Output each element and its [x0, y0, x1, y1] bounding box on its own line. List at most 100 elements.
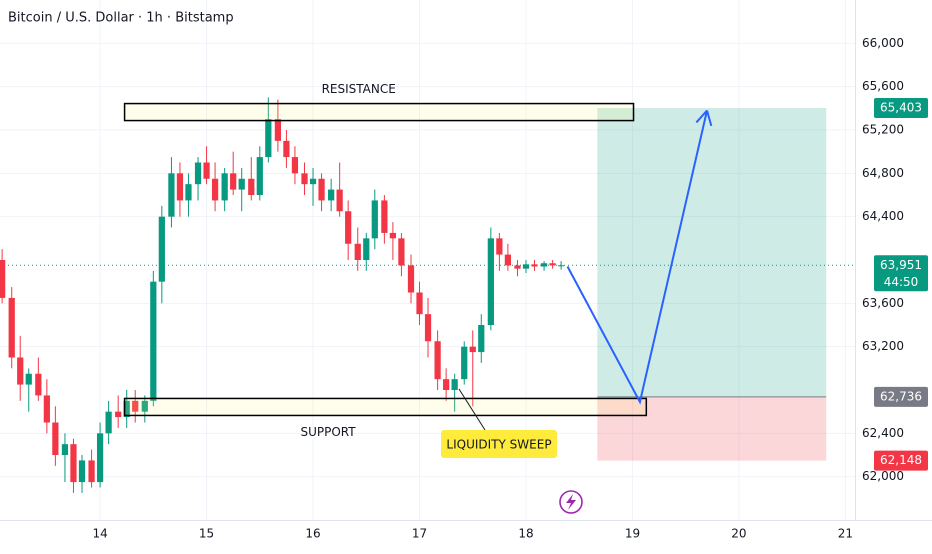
candle-body	[132, 400, 139, 412]
candle-body	[291, 157, 299, 174]
stop-zone	[597, 396, 827, 461]
arrow-path	[566, 110, 708, 405]
price-label: 63,951	[880, 258, 922, 272]
candle-body	[531, 264, 538, 267]
candle-body	[43, 395, 50, 423]
candle-body	[194, 162, 202, 185]
zone-box	[123, 397, 648, 417]
target-zone	[597, 108, 827, 397]
candle-body	[150, 281, 157, 401]
candle-body	[105, 411, 112, 434]
candle-body	[416, 292, 423, 315]
candle-body	[17, 357, 24, 385]
zone-label: RESISTANCE	[322, 82, 396, 96]
candle-body	[407, 265, 415, 293]
x-tick-label: 14	[92, 527, 107, 541]
candle-body	[522, 264, 530, 269]
price-label: 62,736	[880, 389, 922, 403]
candle-body	[185, 184, 192, 201]
candle-body	[345, 211, 352, 244]
candle-body	[363, 238, 370, 260]
countdown-label: 44:50	[884, 275, 919, 289]
price-label-bg	[874, 450, 928, 471]
candle-body	[265, 119, 272, 158]
price-label: 65,403	[880, 101, 922, 115]
candle-body	[211, 178, 219, 201]
price-label-bg	[874, 98, 928, 119]
y-tick-label: 65,200	[862, 123, 904, 137]
icon	[559, 490, 583, 514]
x-tick-label: 17	[412, 527, 427, 541]
candle-body	[221, 173, 228, 201]
callout-text: LIQUIDITY SWEEP	[446, 438, 551, 452]
y-tick-label: 62,000	[862, 469, 904, 483]
candle-body	[0, 260, 6, 298]
candle-body	[371, 200, 378, 239]
arrow-head	[706, 110, 713, 127]
x-tick-label: 19	[625, 527, 640, 541]
candle-body	[434, 341, 441, 380]
candle-body	[549, 263, 556, 266]
candle-body	[158, 216, 165, 282]
candle-body	[478, 325, 485, 353]
candle-body	[389, 232, 397, 239]
candle-body	[115, 411, 122, 418]
candle-body	[469, 346, 476, 353]
zone-label: SUPPORT	[300, 425, 356, 439]
y-tick-label: 62,400	[862, 426, 904, 440]
price-label-bg	[874, 255, 928, 292]
candle-body	[424, 314, 432, 342]
candle-body	[514, 265, 521, 269]
grid	[0, 0, 855, 520]
candle-body	[451, 379, 458, 390]
candle-body	[309, 178, 317, 185]
candle-body	[487, 238, 494, 325]
y-tick-label: 66,000	[862, 36, 904, 50]
candle-body	[274, 119, 282, 141]
candle-body	[176, 173, 184, 201]
y-tick-label: 64,400	[862, 209, 904, 223]
candle-body	[35, 373, 42, 396]
candle-body	[230, 173, 237, 190]
x-tick-label: 16	[305, 527, 320, 541]
x-tick-label: 15	[199, 527, 214, 541]
y-tick-label: 64,800	[862, 166, 904, 180]
candle-body	[88, 460, 95, 483]
candle-body	[398, 238, 405, 266]
candle-body	[540, 263, 548, 267]
candle-body	[461, 346, 468, 380]
candle-body	[283, 140, 290, 158]
candle-body	[70, 444, 77, 483]
candles	[0, 97, 565, 493]
candle-body	[123, 400, 130, 418]
candle-body	[381, 200, 388, 233]
x-tick-label: 20	[731, 527, 746, 541]
y-tick-label: 63,200	[862, 339, 904, 353]
annotations: RESISTANCE SUPPORT	[123, 82, 713, 439]
candle-body	[8, 297, 15, 358]
candle-body	[328, 189, 335, 201]
y-tick-label: 65,600	[862, 79, 904, 93]
candle-body	[203, 162, 210, 179]
candle-body	[248, 178, 255, 195]
price-label-bg	[874, 386, 928, 407]
chart-title: Bitcoin / U.S. Dollar · 1h · Bitstamp	[8, 11, 234, 26]
candle-body	[52, 422, 59, 455]
candle-body	[256, 157, 263, 195]
candle-body	[78, 460, 86, 483]
candle-body	[496, 238, 503, 255]
candle-body	[443, 379, 450, 390]
axis: 62,000 62,400 63,200 63,600 64,400 64,800 65,2…	[92, 36, 928, 541]
candle-body	[301, 173, 308, 185]
candle-body	[25, 373, 32, 385]
candle-body	[61, 444, 69, 455]
candle-body	[504, 254, 512, 266]
callout-box	[441, 430, 557, 458]
y-tick-label: 63,600	[862, 296, 904, 310]
candle-body	[141, 400, 148, 412]
zone-box	[123, 102, 635, 122]
candle-body	[238, 178, 245, 190]
candle-body	[336, 189, 343, 212]
